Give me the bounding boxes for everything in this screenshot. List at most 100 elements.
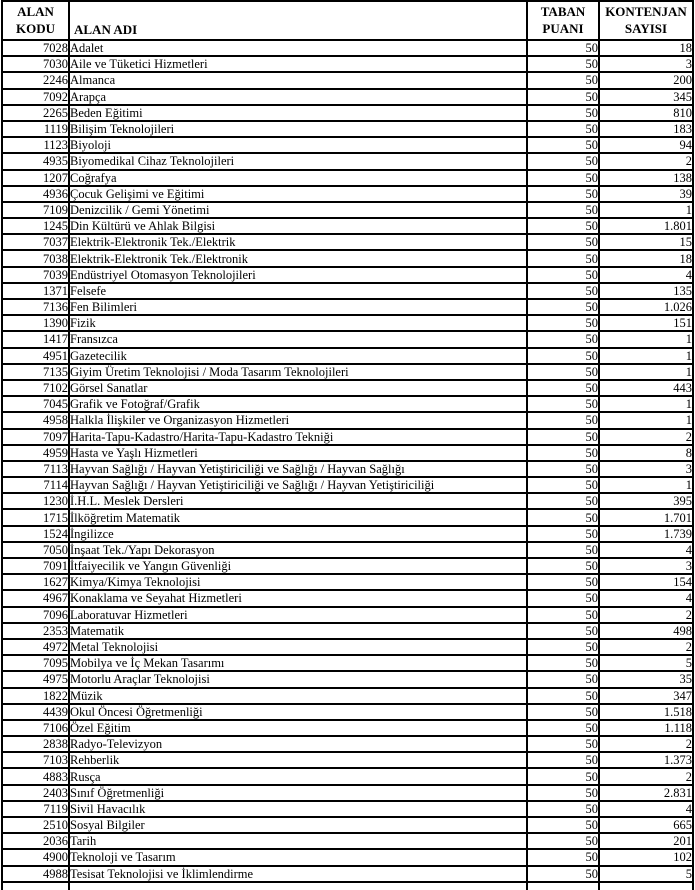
alan-kodu-cell: 2353 — [1, 621, 70, 640]
taban-puani-cell: 50 — [526, 427, 600, 446]
alan-adi-cell: Özel Eğitim — [68, 718, 528, 738]
alan-adi-cell: Giyim Üretim Teknolojisi / Moda Tasarım … — [68, 362, 528, 381]
alan-adi-cell: Müzik — [68, 686, 528, 705]
alan-adi-cell: Elektrik-Elektronik Tek./Elektrik — [68, 233, 528, 252]
table-row: 7050 İnşaat Tek./Yapı Dekorasyon 50 4 — [1, 540, 694, 560]
column-header-alan-kodu-line2: KODU — [16, 20, 55, 36]
kontenjan-cell: 135 — [598, 281, 694, 301]
alan-adi-cell: Denizcilik / Gemi Yönetimi — [68, 200, 528, 220]
taban-puani-cell: 50 — [526, 524, 600, 543]
kontenjan-cell: 1 — [598, 362, 694, 381]
taban-puani-cell: 50 — [526, 621, 600, 640]
alan-kodu-cell: 4988 — [1, 864, 70, 883]
alan-kodu-cell: 4936 — [1, 184, 70, 203]
alan-adi-cell: Biyomedikal Cihaz Teknolojileri — [68, 152, 528, 171]
taban-puani-cell: 50 — [526, 751, 600, 770]
taban-puani-cell: 50 — [526, 38, 600, 58]
alan-adi-cell: İlköğretim Matematik — [68, 508, 528, 527]
table-row: 2403 Sınıf Öğretmenliği 50 2.831 — [1, 783, 694, 802]
kontenjan-cell: 102 — [598, 848, 694, 867]
taban-puani-cell: 50 — [526, 346, 600, 365]
alan-kodu-cell: 4975 — [1, 670, 70, 689]
column-header-taban-puani-line2: PUANI — [542, 20, 584, 36]
taban-puani-cell: 50 — [526, 152, 600, 171]
kontenjan-cell: 2 — [598, 152, 694, 171]
alan-adi-cell: Fransızca — [68, 330, 528, 349]
kontenjan-cell: 498 — [598, 621, 694, 640]
table-row: 1822 Müzik 50 347 — [1, 686, 694, 705]
table-row: 1371 Felsefe 50 135 — [1, 281, 694, 301]
alan-kodu-cell: 1207 — [1, 168, 70, 187]
alan-kodu-cell: 1245 — [1, 217, 70, 236]
taban-puani-cell: 50 — [526, 540, 600, 560]
alan-adi-cell: Elektrik-Elektronik Tek./Elektronik — [68, 249, 528, 268]
table-row: 1245 Din Kültürü ve Ahlak Bilgisi 50 1.8… — [1, 217, 694, 236]
kontenjan-cell: 1 — [598, 200, 694, 220]
column-header-alan-adi: ALAN ADI — [68, 0, 528, 41]
table-row: 1123 Biyoloji 50 94 — [1, 136, 694, 155]
table-row: 7109 Denizcilik / Gemi Yönetimi 50 1 — [1, 200, 694, 220]
taban-puani-cell: 50 — [526, 589, 600, 608]
table-row: 1390 Fizik 50 151 — [1, 314, 694, 333]
alan-adi-cell: Gazetecilik — [68, 346, 528, 365]
table-row: 7135 Giyim Üretim Teknolojisi / Moda Tas… — [1, 362, 694, 381]
alan-kodu-cell: 7106 — [1, 718, 70, 738]
taban-puani-cell: 50 — [526, 783, 600, 802]
alan-kodu-cell: 1390 — [1, 314, 70, 333]
taban-puani-cell: 50 — [526, 71, 600, 90]
kontenjan-cell: 8 — [598, 443, 694, 462]
taban-puani-cell: 50 — [526, 443, 600, 462]
alan-kodu-cell: 7030 — [1, 55, 70, 74]
alan-kodu-cell: 1715 — [1, 508, 70, 527]
kontenjan-cell: 18 — [598, 38, 694, 58]
table-row: 4967 Konaklama ve Seyahat Hizmetleri 50 … — [1, 589, 694, 608]
taban-puani-cell: 50 — [526, 411, 600, 430]
table-row: 7037 Elektrik-Elektronik Tek./Elektrik 5… — [1, 233, 694, 252]
alan-kodu-cell: 4958 — [1, 411, 70, 430]
taban-puani-cell: 50 — [526, 87, 600, 106]
taban-puani-cell: 50 — [526, 767, 600, 786]
kontenjan-cell: 15 — [598, 233, 694, 252]
taban-puani-cell: 50 — [526, 168, 600, 187]
alan-kodu-cell: 7050 — [1, 540, 70, 560]
taban-puani-cell: 50 — [526, 637, 600, 657]
taban-puani-cell: 50 — [526, 605, 600, 624]
alan-kodu-cell: 7102 — [1, 378, 70, 398]
kontenjan-cell: 1 — [598, 411, 694, 430]
alan-kodu-cell: 7091 — [1, 556, 70, 576]
taban-puani-cell: 50 — [526, 297, 600, 317]
column-header-taban-puani-line1: TABAN — [540, 4, 586, 20]
kontenjan-cell: 201 — [598, 832, 694, 851]
alan-kodu-cell: 7028 — [1, 38, 70, 58]
alan-kodu-cell: 2838 — [1, 735, 70, 754]
kontenjan-cell: 2 — [598, 427, 694, 446]
header-row: ALAN KODU ALAN ADI TABAN PUANI KONTENJAN… — [1, 0, 694, 41]
alan-adi-cell: Fen Bilimleri — [68, 297, 528, 317]
alan-kodu-cell: 1417 — [1, 330, 70, 349]
alan-adi-cell: Adalet — [68, 38, 528, 58]
table-row: 2510 Sosyal Bilgiler 50 665 — [1, 815, 694, 835]
taban-puani-cell: 50 — [526, 281, 600, 301]
alan-adi-cell: Din Kültürü ve Ahlak Bilgisi — [68, 217, 528, 236]
alan-kodu-cell: 4959 — [1, 443, 70, 462]
table-row: 2036 Tarih 50 201 — [1, 832, 694, 851]
table-row: 7092 Arapça 50 345 — [1, 87, 694, 106]
table-row: 1627 Kimya/Kimya Teknolojisi 50 154 — [1, 573, 694, 592]
alan-adi-cell: Felsefe — [68, 281, 528, 301]
alan-adi-cell: Biyoloji — [68, 136, 528, 155]
table-row: 7039 Endüstriyel Otomasyon Teknolojileri… — [1, 265, 694, 284]
alan-kodu-cell: 4972 — [1, 637, 70, 657]
alan-adi-cell: Hasta ve Yaşlı Hizmetleri — [68, 443, 528, 462]
table-header: ALAN KODU ALAN ADI TABAN PUANI KONTENJAN… — [1, 0, 694, 41]
alan-adi-cell: Endüstriyel Otomasyon Teknolojileri — [68, 265, 528, 284]
alan-adi-cell: Harita-Tapu-Kadastro/Harita-Tapu-Kadastr… — [68, 427, 528, 446]
kontenjan-cell: 1.118 — [598, 718, 694, 738]
alan-kodu-cell: 7039 — [1, 265, 70, 284]
kontenjan-cell: 1.739 — [598, 524, 694, 543]
alan-adi-cell: Görsel Sanatlar — [68, 378, 528, 398]
alan-adi-cell: Kimya/Kimya Teknolojisi — [68, 573, 528, 592]
taban-puani-cell: 50 — [526, 815, 600, 835]
taban-puani-cell: 50 — [526, 832, 600, 851]
taban-puani-cell: 50 — [526, 265, 600, 284]
column-header-kontenjan-sayisi-line1: KONTENJAN — [605, 4, 687, 20]
